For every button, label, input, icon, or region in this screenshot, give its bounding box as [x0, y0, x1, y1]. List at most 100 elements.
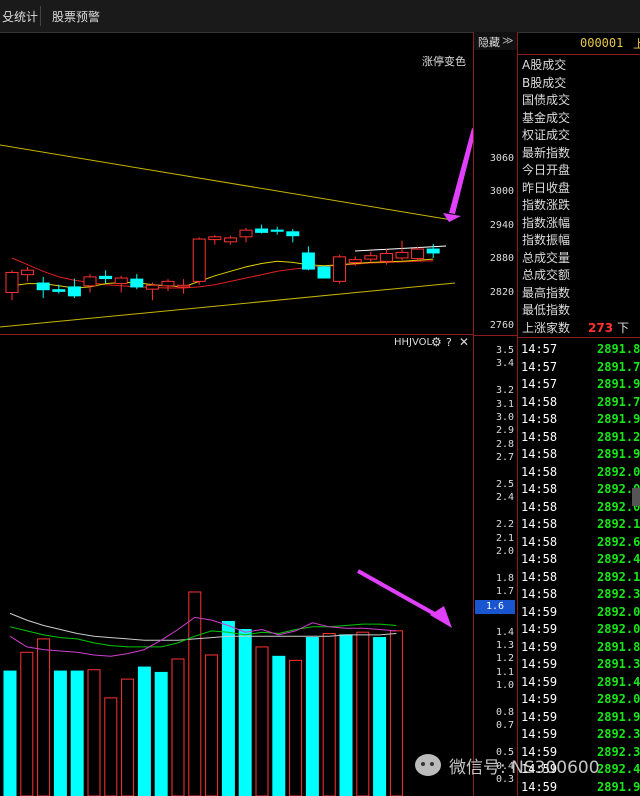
volume-panel[interactable]: HHJVOL ⚙ ? ✕	[0, 335, 473, 796]
tick-time: 14:58	[521, 394, 558, 409]
volume-bar	[221, 620, 235, 796]
candle	[270, 226, 284, 235]
volume-axis-label: 1.1	[495, 666, 514, 678]
stat-row: B股成交	[518, 75, 640, 93]
tab-statistics[interactable]: 殳统计	[2, 10, 39, 24]
stat-row: A股成交	[518, 57, 640, 75]
candle	[426, 244, 440, 258]
ma-short-line	[11, 258, 434, 289]
hide-toggle[interactable]: 隐藏 ≫	[473, 32, 518, 50]
volume-axis-label: 1.7	[495, 586, 514, 598]
stat-label: 指数振幅	[522, 233, 571, 247]
tick-time: 14:57	[521, 377, 558, 391]
tick-price: 2891.80	[597, 639, 640, 654]
resistance-trendline	[0, 144, 453, 221]
stat-label: 今日开盘	[522, 163, 571, 177]
volume-axis-label: 3.4	[495, 358, 514, 370]
volume-bar	[20, 651, 34, 796]
stat-label: 最新指数	[522, 145, 571, 160]
annotation-arrow-down	[357, 569, 441, 619]
candle-body	[223, 237, 237, 243]
indicator-name[interactable]: HHJVOL	[394, 337, 433, 348]
volume-bar	[205, 654, 219, 796]
stat-row: 总成交量	[518, 250, 640, 268]
volume-axis-label: 2.1	[495, 532, 514, 544]
tick-row: 14:58 2892.00	[518, 464, 640, 482]
stat-row: 今日开盘	[518, 162, 640, 180]
tick-price: 2891.91	[597, 412, 640, 426]
candle-body	[348, 259, 362, 263]
tick-price: 2891.49	[597, 674, 640, 689]
candle	[5, 270, 19, 301]
ma-long-line	[11, 257, 434, 289]
wechat-icon	[415, 754, 441, 776]
kline-axis-label: 3000	[489, 186, 514, 198]
candle	[52, 284, 66, 294]
volume-bar	[339, 634, 353, 796]
limit-color-toggle[interactable]: 涨停变色	[422, 55, 466, 68]
stat-row: 指数涨跌	[518, 197, 640, 215]
tick-price: 2892.16	[597, 569, 640, 584]
tick-price: 2892.36	[597, 727, 640, 741]
stat-label: 基金成交	[522, 110, 571, 125]
gear-icon[interactable]: ⚙	[431, 335, 442, 349]
tick-time: 14:58	[521, 447, 558, 461]
annotation-arrow-head	[443, 213, 461, 222]
tick-row: 14:58 2891.90	[518, 446, 640, 464]
candle-body	[5, 271, 19, 293]
panel-divider	[518, 337, 640, 338]
stat-label: 指数涨跌	[522, 198, 571, 212]
tick-price: 2892.00	[597, 692, 640, 706]
help-icon[interactable]: ?	[446, 336, 452, 349]
scroll-handle[interactable]	[632, 488, 640, 506]
kline-panel[interactable]: 涨停变色	[0, 50, 473, 335]
stat-label: 国债成交	[522, 93, 571, 107]
tab-stock-alert[interactable]: 股票预警	[52, 10, 101, 24]
index-stats: A股成交 B股成交 国债成交 基金成交 权证成交 最新指数 今日开盘 昨日收盘 指数涨跌 指数涨幅…	[518, 57, 640, 337]
candle	[83, 274, 97, 293]
volume-bar	[373, 637, 387, 796]
candle	[99, 270, 113, 284]
candle	[301, 246, 315, 271]
tick-row: 14:59 2892.02	[518, 621, 640, 639]
stat-label: 上涨家数	[522, 320, 571, 335]
candle-body	[426, 248, 440, 254]
kline-axis-label: 2880	[489, 253, 514, 265]
tick-price: 2892.17	[597, 517, 640, 531]
candle	[333, 254, 347, 284]
close-icon[interactable]: ✕	[459, 335, 470, 349]
tick-time: 14:58	[521, 534, 558, 549]
candle	[67, 278, 81, 299]
candle-body	[286, 231, 300, 237]
watermark-text: 微信号: NS300600	[449, 758, 600, 778]
volume-axis-label: 2.0	[495, 546, 514, 558]
tick-row: 14:59 2892.00	[518, 691, 640, 709]
stat-label: 最低指数	[522, 303, 571, 317]
candle-body	[161, 280, 175, 287]
tick-time: 14:59	[521, 639, 558, 654]
volume-axis-label: 0.3	[495, 774, 514, 785]
stock-header: 000001 上	[518, 32, 640, 55]
volume-axis-label: 2.5	[495, 479, 514, 491]
tick-row: 14:58 2892.16	[518, 569, 640, 587]
price-axis: 3060 3000 2940 2880 2820 2760 3.5 3.4 3.2 3.1 3.0…	[473, 50, 518, 796]
stock-code[interactable]: 000001	[580, 36, 624, 50]
candle-body	[177, 284, 191, 288]
volume-bar	[104, 697, 118, 796]
candle	[348, 256, 362, 266]
tick-list[interactable]: 14:572891.8514:572891.7114:572891.9314:5…	[518, 341, 640, 796]
tick-row: 14:57 2891.71	[518, 359, 640, 377]
candle	[177, 279, 191, 294]
tick-time: 14:57	[521, 359, 558, 374]
volume-bar	[289, 659, 303, 796]
volume-bar	[255, 646, 269, 796]
candle	[36, 276, 50, 299]
tick-time: 14:58	[521, 587, 558, 601]
tick-price: 2892.0	[597, 499, 640, 514]
volume-bar	[37, 638, 51, 796]
watermark: 微信号: NS300600	[413, 750, 640, 780]
candle-body	[317, 266, 331, 279]
candle-body	[239, 229, 253, 238]
candle-body	[192, 238, 206, 282]
tick-price: 2891.79	[597, 394, 640, 409]
